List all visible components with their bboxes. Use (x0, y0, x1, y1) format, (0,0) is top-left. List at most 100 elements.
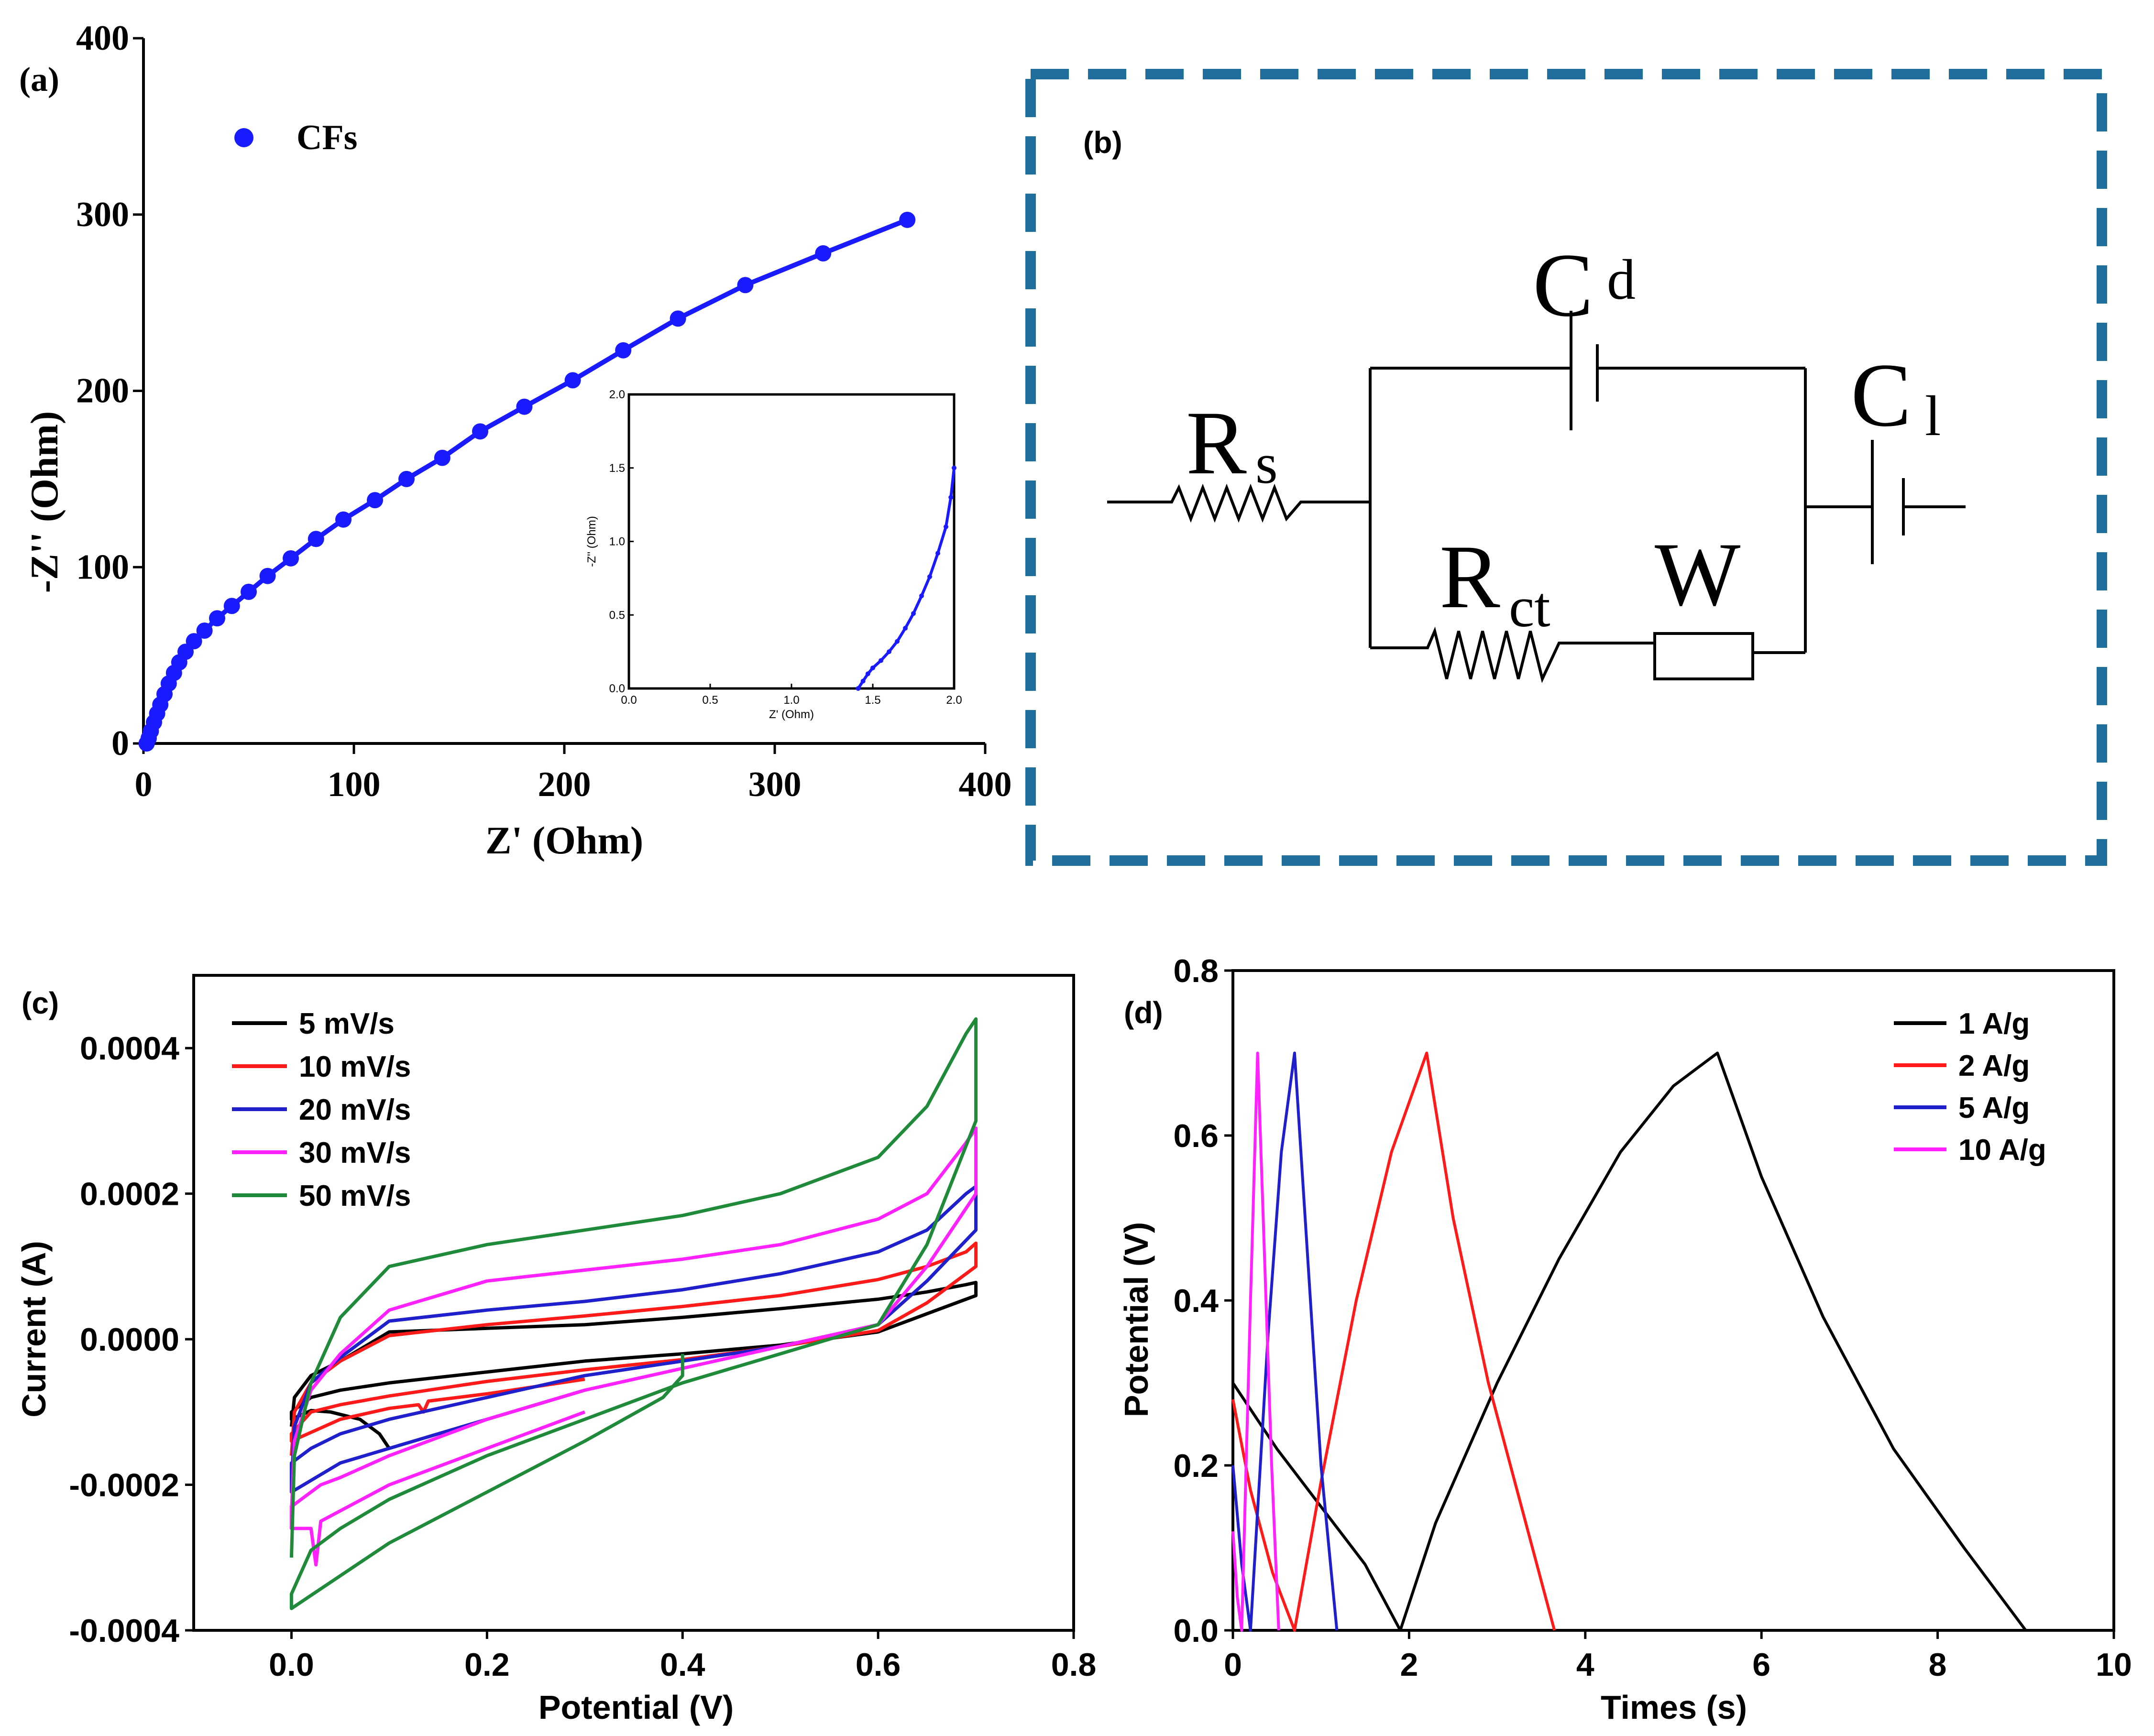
data-point-cfs (398, 470, 415, 487)
inset-data-point (935, 551, 940, 556)
y-tick-label: 0.0000 (80, 1321, 179, 1358)
cl-label: C (1851, 345, 1912, 446)
y-tick-label: 0.8 (1173, 953, 1219, 989)
panel-b: (b) R s C d R ct W (1025, 69, 2107, 866)
legend-label: 2 A/g (1958, 1049, 2030, 1082)
legend-label: 20 mV/s (299, 1093, 411, 1126)
inset-data-point (944, 524, 948, 529)
data-point-cfs (196, 622, 213, 639)
legend-label: 30 mV/s (299, 1136, 411, 1169)
legend-label: 5 mV/s (299, 1007, 395, 1040)
data-point-cfs (434, 449, 451, 466)
panel-b-label: (b) (1083, 125, 1122, 160)
panel-a-inset: 0.0 0.5 1.0 1.5 2.0 0.0 0.5 1.0 1.5 2.0 Z' (Ohm) -Z… (585, 388, 962, 721)
inset-y-tick-label: 0.0 (609, 682, 625, 695)
x-tick-label: 200 (538, 765, 591, 804)
w-label: W (1655, 524, 1740, 625)
inset-x-tick-label: 1.5 (865, 694, 880, 707)
inset-data-point (911, 611, 916, 616)
data-point-cfs (899, 211, 916, 228)
inset-data-point (870, 665, 875, 670)
data-point-cfs (815, 245, 832, 262)
data-point-cfs (259, 568, 276, 584)
panel-d-label: (d) (1124, 995, 1163, 1030)
data-point-cfs (223, 598, 240, 614)
inset-data-point (903, 625, 908, 631)
y-tick-label: 0.6 (1173, 1118, 1219, 1154)
y-tick-label: 0.0004 (80, 1030, 179, 1067)
inset-data-point (860, 678, 866, 684)
parallel-network (1369, 311, 1807, 683)
legend-marker-cfs (234, 128, 253, 147)
circuit-box (1025, 69, 2107, 866)
data-point-cfs (283, 550, 299, 567)
data-point-cfs (564, 372, 581, 389)
y-tick-label: -0.0004 (69, 1613, 179, 1649)
cd-sub: d (1607, 248, 1636, 311)
data-point-cfs (615, 342, 632, 359)
gcd-curve-0 (1231, 1051, 2027, 1632)
inset-y-tick-label: 1.0 (609, 535, 625, 548)
y-tick-label: -0.0002 (69, 1467, 179, 1504)
data-point-cfs (308, 531, 324, 547)
x-tick-label: 300 (748, 765, 802, 804)
inset-data-point (948, 495, 954, 500)
inset-x-tick-label: 0.5 (702, 694, 718, 707)
panel-c-plot: 0.0 0.2 0.4 0.6 0.8 -0.0004 -0.0002 0.0000 0.000… (69, 974, 1097, 1683)
rs-label: R (1186, 393, 1247, 493)
panel-d-xlabel: Times (s) (1601, 1689, 1747, 1726)
gcd-curve-1 (1231, 1051, 1556, 1632)
inset-data-point (879, 658, 883, 663)
x-tick-label: 0.8 (1051, 1647, 1097, 1683)
cl-sub: l (1925, 384, 1941, 448)
data-point-cfs (516, 398, 533, 415)
y-tick-label: 0.4 (1173, 1283, 1219, 1319)
y-tick-label: 0.2 (1173, 1448, 1219, 1484)
inset-data-point (887, 649, 891, 655)
x-tick-label: 400 (959, 765, 1012, 804)
x-tick-label: 4 (1576, 1647, 1594, 1683)
y-tick-label: 300 (76, 195, 129, 234)
panel-c-xlabel: Potential (V) (538, 1689, 734, 1726)
panel-d: (d) 0 2 4 6 8 10 0.0 0.2 0.4 0.6 0.8 Times (s) Pot… (1118, 953, 2132, 1726)
legend-label-cfs: CFs (297, 118, 357, 157)
rct-sub: ct (1509, 575, 1550, 639)
rs-sub: s (1255, 432, 1278, 495)
x-tick-label: 10 (2096, 1647, 2132, 1683)
y-tick-label: 0.0 (1173, 1613, 1219, 1649)
x-tick-label: 0.2 (464, 1647, 510, 1683)
cd-label: C (1533, 235, 1594, 336)
data-point-cfs (241, 583, 257, 600)
panel-d-plot: 0 2 4 6 8 10 0.0 0.2 0.4 0.6 0.8 (1173, 953, 2132, 1683)
cv-curve-3 (289, 1126, 978, 1567)
inset-y-tick-label: 2.0 (609, 388, 625, 401)
panel-a-plot: 0 100 200 300 400 0 100 200 300 400 (76, 19, 1012, 804)
resistor-rs (1107, 483, 1370, 523)
panel-d-legend: 1 A/g 2 A/g 5 A/g 10 A/g (1894, 1007, 2046, 1167)
y-tick-label: 100 (76, 547, 129, 587)
legend-label: 5 A/g (1958, 1092, 2030, 1125)
panel-a-xlabel: Z' (Ohm) (485, 819, 643, 862)
cv-curve-1 (289, 1241, 978, 1456)
inset-x-tick-label: 0.0 (621, 694, 637, 707)
data-point-cfs (209, 610, 225, 627)
legend-label: 10 mV/s (299, 1050, 411, 1083)
inset-y-tick-label: 0.5 (609, 609, 625, 622)
data-point-cfs (670, 310, 686, 327)
y-tick-label: 0.0002 (80, 1176, 179, 1212)
inset-data-point (895, 639, 900, 644)
x-tick-label: 0 (1224, 1647, 1242, 1683)
legend-label: 10 A/g (1958, 1134, 2046, 1167)
y-tick-label: 0 (111, 724, 129, 763)
inset-y-tick-label: 1.5 (609, 462, 625, 475)
gcd-curve-2 (1231, 1051, 1339, 1632)
panel-c: (c) 0.0 0.2 0.4 0.6 0.8-0.0004-0.00020.00000… (15, 974, 1097, 1726)
data-point-cfs (472, 423, 488, 440)
x-tick-label: 0.0 (269, 1647, 314, 1683)
x-tick-label: 8 (1929, 1647, 1947, 1683)
gcd-curve-3 (1231, 1051, 1280, 1632)
plot-frame (192, 974, 1075, 1632)
rct-label: R (1440, 527, 1500, 627)
